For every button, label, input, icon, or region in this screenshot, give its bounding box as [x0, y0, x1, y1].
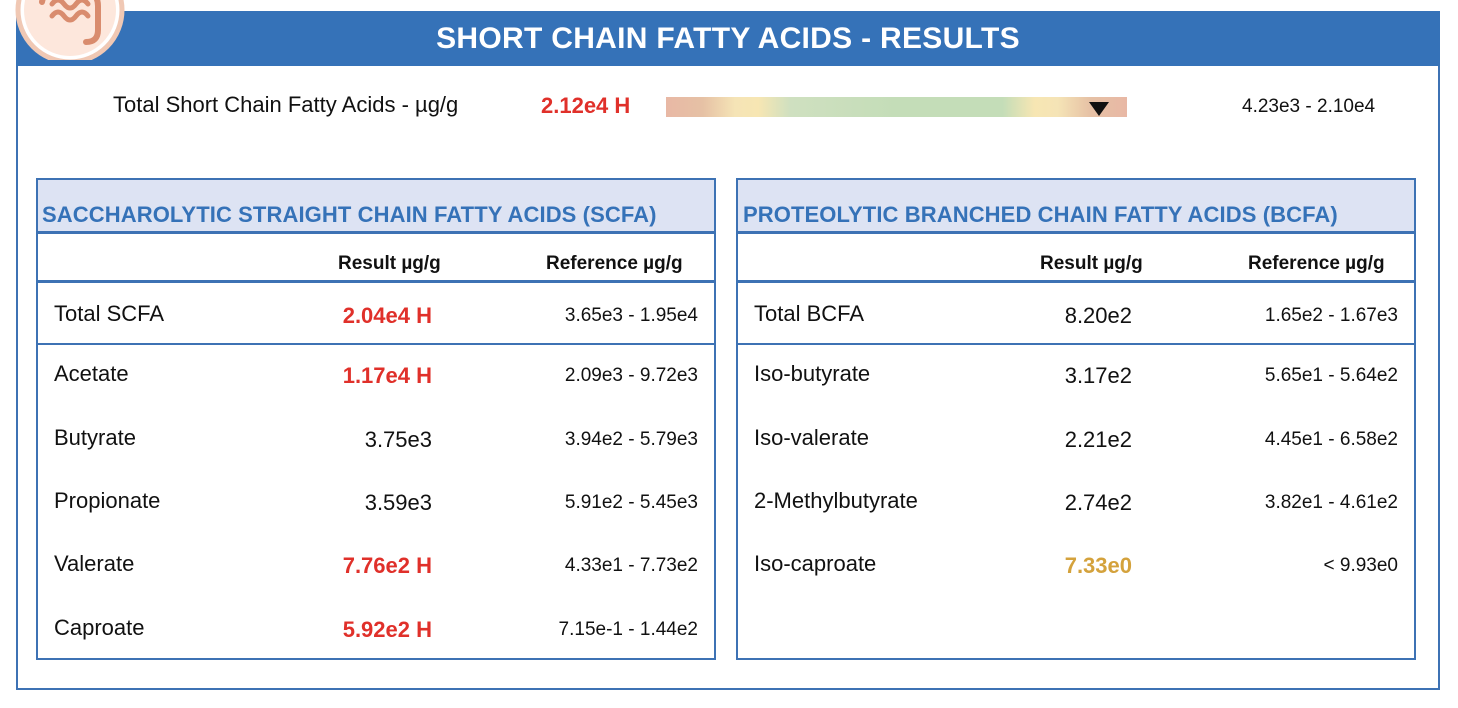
row-reference: 2.09e3 - 9.72e3	[564, 365, 698, 386]
row-reference: 7.15e-1 - 1.44e2	[558, 619, 698, 640]
row-result: 2.04e4 H	[342, 303, 432, 328]
row-name: Total BCFA	[754, 301, 865, 326]
row-result: 1.17e4 H	[342, 363, 432, 388]
row-result: 7.33e0	[1064, 553, 1132, 578]
table-row: Iso-caproate 7.33e0 < 9.93e0	[738, 538, 1414, 601]
row-result: 3.17e2	[1064, 363, 1132, 388]
total-scfa-label: Total Short Chain Fatty Acids - µg/g	[113, 92, 459, 117]
row-name: Butyrate	[54, 425, 136, 450]
scfa-panel-title: SACCHAROLYTIC STRAIGHT CHAIN FATTY ACIDS…	[42, 202, 657, 227]
row-reference: 4.33e1 - 7.73e2	[564, 555, 698, 576]
row-name: Acetate	[54, 361, 129, 386]
table-row: Valerate 7.76e2 H 4.33e1 - 7.73e2	[38, 538, 714, 601]
scfa-col-reference: Reference µg/g	[546, 253, 683, 274]
table-row: Iso-butyrate 3.17e2 5.65e1 - 5.64e2	[738, 348, 1414, 411]
total-scfa-result: 2.12e4 H	[541, 93, 631, 118]
row-name: Propionate	[54, 488, 161, 513]
row-reference: 3.94e2 - 5.79e3	[564, 429, 698, 450]
table-row: Propionate 3.59e3 5.91e2 - 5.45e3	[38, 474, 714, 537]
scfa-column-headers: Result µg/g Reference µg/g	[38, 234, 714, 283]
row-name: Iso-butyrate	[754, 361, 871, 386]
table-row: Iso-valerate 2.21e2 4.45e1 - 6.58e2	[738, 411, 1414, 474]
page-title: SHORT CHAIN FATTY ACIDS - RESULTS	[436, 22, 1020, 55]
header-bar	[16, 11, 1440, 66]
row-result: 8.20e2	[1064, 303, 1132, 328]
row-reference: 4.45e1 - 6.58e2	[1264, 429, 1398, 450]
scfa-panel: SACCHAROLYTIC STRAIGHT CHAIN FATTY ACIDS…	[36, 178, 716, 660]
row-result: 3.75e3	[364, 427, 432, 452]
row-reference: 5.65e1 - 5.64e2	[1264, 365, 1398, 386]
row-name: 2-Methylbutyrate	[754, 488, 918, 513]
bcfa-panel-header: PROTEOLYTIC BRANCHED CHAIN FATTY ACIDS (…	[738, 180, 1414, 234]
scfa-panel-header: SACCHAROLYTIC STRAIGHT CHAIN FATTY ACIDS…	[38, 180, 714, 234]
intestine-icon	[15, 0, 125, 60]
row-reference: 3.65e3 - 1.95e4	[564, 305, 698, 326]
bcfa-panel: PROTEOLYTIC BRANCHED CHAIN FATTY ACIDS (…	[736, 178, 1416, 660]
row-result: 7.76e2 H	[342, 553, 432, 578]
bcfa-panel-title: PROTEOLYTIC BRANCHED CHAIN FATTY ACIDS (…	[743, 202, 1338, 227]
bcfa-col-reference: Reference µg/g	[1248, 253, 1385, 274]
bcfa-column-headers: Result µg/g Reference µg/g	[738, 234, 1414, 283]
table-row: Caproate 5.92e2 H 7.15e-1 - 1.44e2	[38, 601, 714, 664]
scfa-col-result: Result µg/g	[338, 253, 441, 274]
row-result: 5.92e2 H	[342, 617, 432, 642]
table-row: 2-Methylbutyrate 2.74e2 3.82e1 - 4.61e2	[738, 474, 1414, 537]
table-row: Butyrate 3.75e3 3.94e2 - 5.79e3	[38, 411, 714, 474]
table-row: Acetate 1.17e4 H 2.09e3 - 9.72e3	[38, 348, 714, 411]
row-reference: < 9.93e0	[1323, 555, 1399, 576]
row-reference: 1.65e2 - 1.67e3	[1264, 305, 1398, 326]
row-reference: 5.91e2 - 5.45e3	[564, 492, 698, 513]
row-name: Iso-valerate	[754, 425, 869, 450]
row-reference: 3.82e1 - 4.61e2	[1264, 492, 1398, 513]
row-result: 3.59e3	[364, 490, 432, 515]
row-result: 2.74e2	[1064, 490, 1132, 515]
row-name: Iso-caproate	[754, 551, 877, 576]
result-marker-icon	[1089, 102, 1110, 116]
row-result: 2.21e2	[1064, 427, 1132, 452]
scfa-total-row: Total SCFA 2.04e4 H 3.65e3 - 1.95e4	[38, 283, 714, 345]
row-name: Valerate	[54, 551, 135, 576]
bcfa-total-row: Total BCFA 8.20e2 1.65e2 - 1.67e3	[738, 283, 1414, 345]
reference-range-bar	[666, 97, 1127, 117]
bcfa-col-result: Result µg/g	[1040, 253, 1143, 274]
total-scfa-reference: 4.23e3 - 2.10e4	[1242, 96, 1376, 117]
row-name: Caproate	[54, 615, 145, 640]
row-name: Total SCFA	[54, 301, 165, 326]
